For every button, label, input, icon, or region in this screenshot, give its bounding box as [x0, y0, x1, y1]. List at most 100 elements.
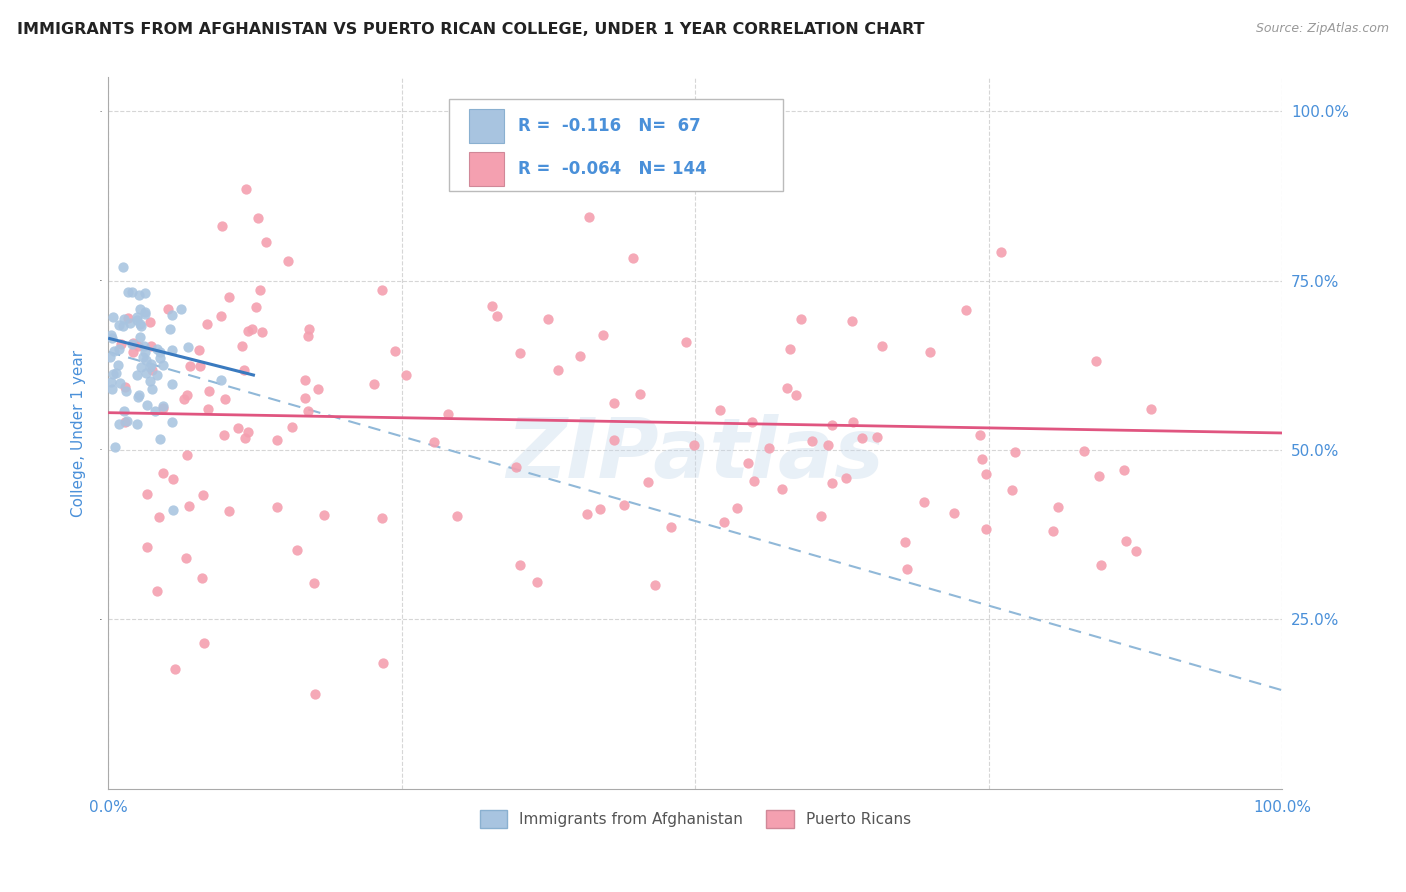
Bar: [468, 152, 503, 186]
Point: [1004, 444, 1026, 458]
Point: [628, 386, 651, 401]
Point: [810, 508, 832, 523]
Point: [132, 351, 155, 365]
Point: [851, 431, 873, 445]
Point: [509, 346, 531, 360]
Point: [141, 382, 163, 396]
Point: [101, 331, 124, 345]
Point: [304, 687, 326, 701]
Point: [169, 301, 191, 316]
Point: [128, 317, 150, 331]
Point: [568, 349, 591, 363]
Point: [613, 499, 636, 513]
Point: [1084, 353, 1107, 368]
Point: [98, 350, 121, 364]
Point: [298, 322, 321, 336]
Point: [758, 441, 780, 455]
Point: [129, 318, 152, 333]
Point: [127, 313, 149, 327]
Point: [235, 181, 257, 195]
Point: [709, 403, 731, 417]
Point: [107, 358, 129, 372]
Point: [240, 321, 263, 335]
Point: [363, 377, 385, 392]
Point: [160, 377, 183, 392]
Point: [197, 401, 219, 416]
Point: [302, 576, 325, 591]
Point: [115, 384, 138, 398]
Point: [266, 434, 288, 448]
Point: [644, 578, 666, 592]
Point: [134, 307, 156, 321]
Point: [121, 336, 143, 351]
Point: [117, 285, 139, 300]
Point: [211, 219, 233, 234]
Point: [152, 399, 174, 413]
Point: [576, 507, 599, 521]
Point: [136, 398, 159, 412]
Point: [149, 345, 172, 359]
Point: [198, 384, 221, 398]
Point: [1001, 483, 1024, 498]
Point: [115, 414, 138, 428]
Point: [127, 339, 149, 353]
Point: [139, 315, 162, 329]
Point: [107, 342, 129, 356]
Point: [149, 351, 172, 365]
Point: [297, 404, 319, 418]
Point: [101, 382, 124, 396]
Point: [176, 448, 198, 462]
Point: [100, 328, 122, 343]
Point: [236, 425, 259, 440]
Point: [785, 388, 807, 402]
Point: [179, 499, 201, 513]
Point: [1112, 462, 1135, 476]
Point: [870, 339, 893, 353]
Point: [637, 475, 659, 489]
Point: [179, 359, 201, 373]
Point: [371, 283, 394, 297]
Point: [108, 417, 131, 431]
Point: [128, 388, 150, 402]
Point: [148, 432, 170, 446]
Point: [156, 302, 179, 317]
Legend: Immigrants from Afghanistan, Puerto Ricans: Immigrants from Afghanistan, Puerto Rica…: [474, 805, 917, 834]
Point: [193, 636, 215, 650]
Point: [134, 345, 156, 359]
Point: [190, 359, 212, 374]
Point: [1115, 533, 1137, 548]
Point: [621, 251, 644, 265]
Point: [742, 474, 765, 488]
Point: [893, 534, 915, 549]
Point: [526, 574, 548, 589]
Point: [842, 415, 865, 429]
Point: [307, 382, 329, 396]
Text: Source: ZipAtlas.com: Source: ZipAtlas.com: [1256, 22, 1389, 36]
Point: [127, 368, 149, 382]
Point: [277, 253, 299, 268]
Point: [725, 501, 748, 516]
Point: [589, 502, 612, 516]
Point: [384, 343, 406, 358]
Point: [779, 343, 801, 357]
Point: [159, 322, 181, 336]
Point: [135, 366, 157, 380]
Point: [101, 310, 124, 324]
Point: [912, 495, 935, 509]
Point: [776, 381, 799, 395]
Point: [218, 290, 240, 304]
Point: [139, 339, 162, 353]
Point: [314, 508, 336, 522]
Point: [920, 344, 942, 359]
Point: [422, 435, 444, 450]
Point: [249, 283, 271, 297]
Point: [250, 326, 273, 340]
Point: [1073, 444, 1095, 458]
Point: [1042, 524, 1064, 538]
FancyBboxPatch shape: [449, 99, 783, 191]
Text: ZIPatlas: ZIPatlas: [506, 414, 884, 495]
Point: [107, 318, 129, 332]
Point: [592, 328, 614, 343]
Point: [152, 358, 174, 372]
Point: [509, 558, 531, 573]
